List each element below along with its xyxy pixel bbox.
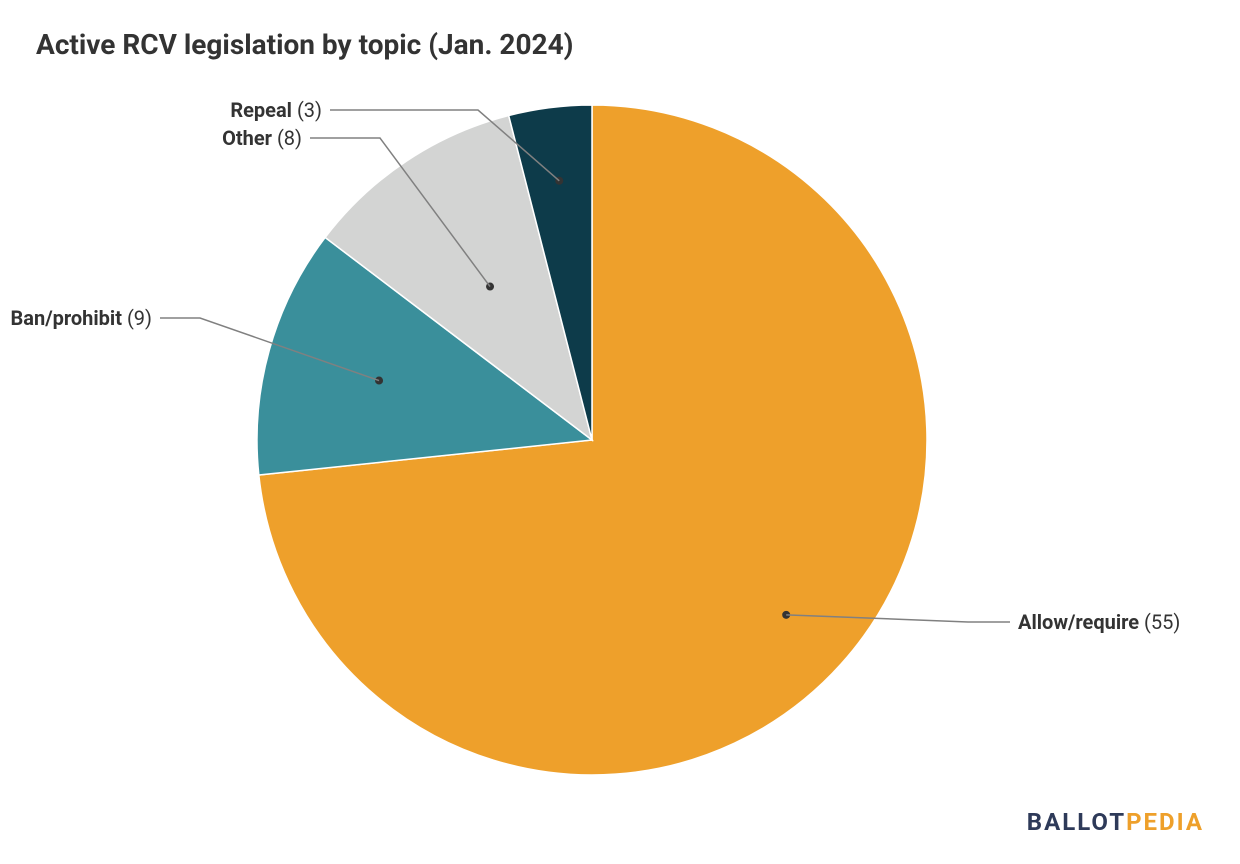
slice-label: Ban/prohibit (9) xyxy=(11,306,152,330)
slice-label: Repeal (3) xyxy=(230,98,322,122)
slice-label-name: Other xyxy=(222,126,272,150)
slice-label-value: (3) xyxy=(292,98,322,122)
slice-label-value: (55) xyxy=(1139,610,1180,634)
slice-label: Allow/require (55) xyxy=(1018,610,1180,634)
slice-label-value: (8) xyxy=(272,126,302,150)
pie-chart xyxy=(0,0,1240,864)
logo-part-2: PEDIA xyxy=(1126,808,1204,836)
slice-label: Other (8) xyxy=(222,126,302,150)
slice-label-value: (9) xyxy=(122,306,152,330)
slice-label-name: Allow/require xyxy=(1018,610,1139,634)
slice-label-name: Ban/prohibit xyxy=(11,306,122,330)
ballotpedia-logo: BALLOTPEDIA xyxy=(1027,808,1204,836)
logo-part-1: BALLOT xyxy=(1027,808,1126,836)
slice-label-name: Repeal xyxy=(230,98,292,122)
